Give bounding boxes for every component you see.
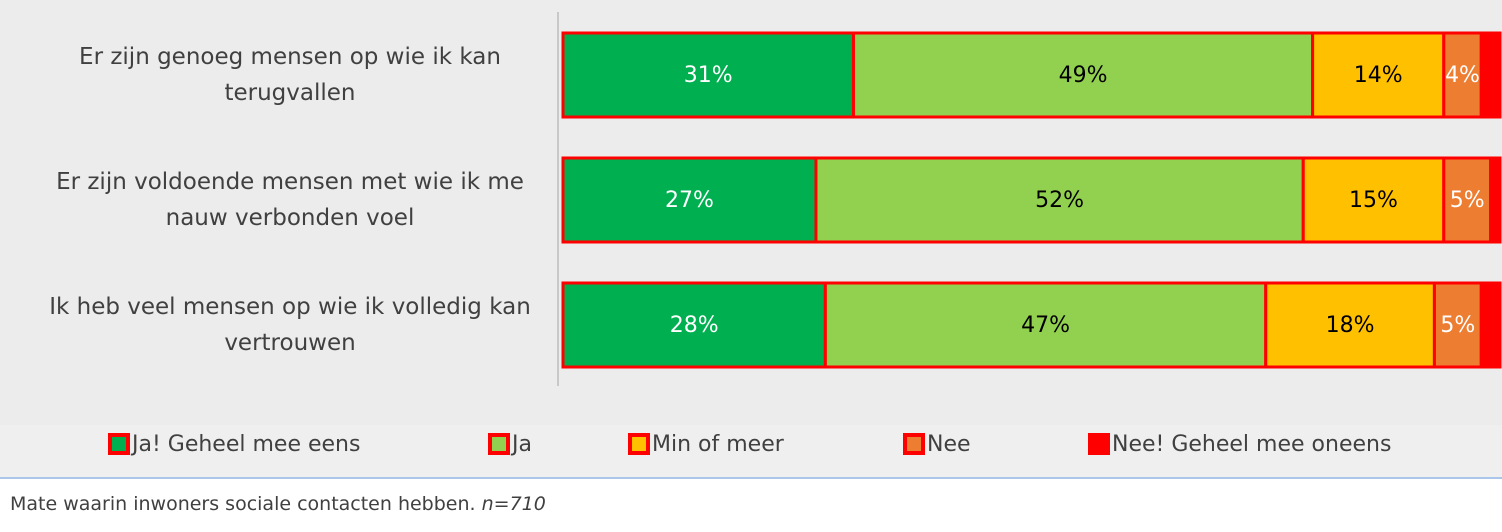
- bar-segment: [1442, 156, 1493, 244]
- data-label: 27%: [665, 188, 714, 213]
- caption: Mate waarin inwoners sociale contacten h…: [10, 493, 546, 515]
- legend-background: [0, 425, 1502, 477]
- legend-swatch: [628, 433, 650, 455]
- data-label: 31%: [684, 63, 733, 88]
- bar-segment: [823, 281, 1268, 369]
- legend-swatch: [1088, 433, 1110, 455]
- legend-swatch: [903, 433, 925, 455]
- data-label: 15%: [1349, 188, 1398, 213]
- legend-label: Nee! Geheel mee oneens: [1112, 432, 1391, 457]
- bar-segment: [561, 281, 827, 369]
- category-label: Er zijn genoeg mensen op wie ik kan teru…: [79, 44, 501, 106]
- data-label: 14%: [1354, 63, 1403, 88]
- bar-segment: [851, 31, 1315, 119]
- bar-segment: [1479, 31, 1502, 119]
- bar-segment: [814, 156, 1305, 244]
- category-label: Er zijn voldoende mensen met wie ik me n…: [56, 169, 524, 231]
- data-label: 18%: [1326, 313, 1375, 338]
- legend-swatch: [488, 433, 510, 455]
- legend-label: Min of meer: [652, 432, 785, 457]
- legend-label: Ja: [510, 432, 532, 457]
- data-label: 4%: [1445, 63, 1480, 88]
- caption-n: n=710: [481, 493, 546, 515]
- bar-segment: [1479, 281, 1502, 369]
- data-label: 5%: [1440, 313, 1475, 338]
- legend-swatch: [108, 433, 130, 455]
- bar-segment: [1264, 281, 1436, 369]
- data-label: 28%: [670, 313, 719, 338]
- bar-segment: [561, 156, 818, 244]
- caption-text: Mate waarin inwoners sociale contacten h…: [10, 493, 476, 515]
- legend-label: Nee: [927, 432, 971, 457]
- bar-segment: [1432, 281, 1483, 369]
- data-label: 47%: [1021, 313, 1070, 338]
- data-label: 52%: [1035, 188, 1084, 213]
- bar-segment: [561, 31, 855, 119]
- data-label: 5%: [1450, 188, 1485, 213]
- data-label: 49%: [1059, 63, 1108, 88]
- legend-label: Ja! Geheel mee eens: [130, 432, 360, 457]
- bar-segment: [1489, 156, 1502, 244]
- category-label: Ik heb veel mensen op wie ik volledig ka…: [49, 294, 531, 356]
- bar-segment: [1301, 156, 1446, 244]
